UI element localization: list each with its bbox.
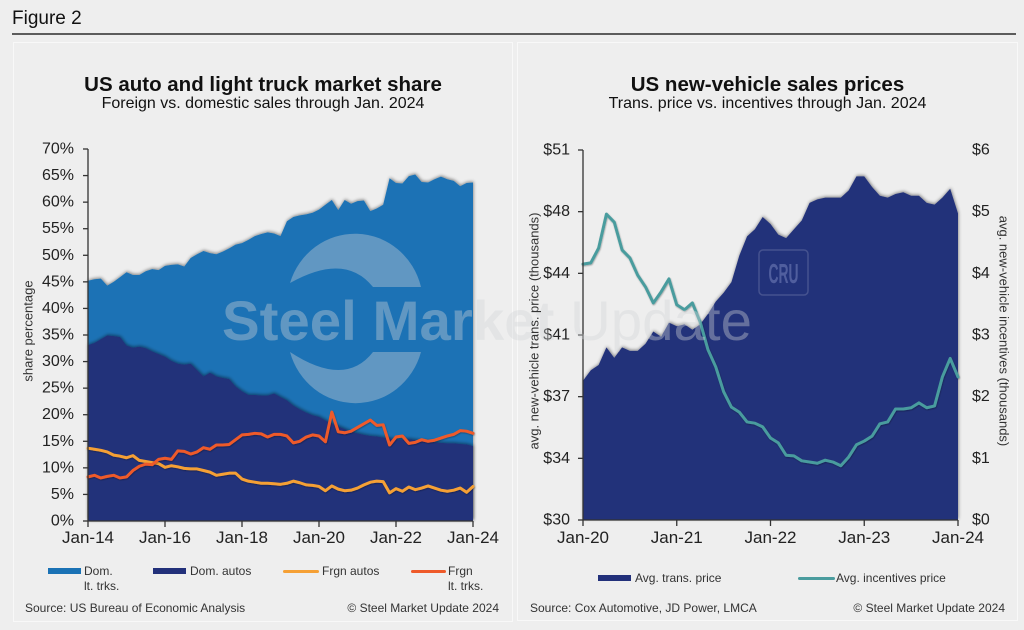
series-line-frgn-autos: [86, 446, 475, 495]
legend-label-avg-trans-price: Avg. trans. price: [635, 571, 722, 585]
y-tick-label: 0%: [51, 513, 74, 530]
series-area-dom-autos: [88, 335, 473, 521]
y-tick-label: 20%: [42, 406, 74, 423]
y-tick-label: 40%: [42, 300, 74, 317]
y-left-tick-label: $51: [543, 142, 570, 159]
x-tick-label: Jan-23: [838, 528, 890, 547]
legend-label-frgn-autos: Frgn autos: [322, 564, 380, 578]
x-tick-label: Jan-22: [370, 528, 422, 547]
y-tick-label: 10%: [42, 459, 74, 476]
legend-swatch-frgn-lt-trks: [411, 570, 446, 573]
legend-label-dom-autos: Dom. autos: [190, 564, 252, 578]
y-left-tick-label: $48: [543, 203, 570, 220]
legend-swatch-frgn-autos: [283, 570, 319, 573]
y-right-tick-label: $0: [972, 512, 990, 529]
legend-swatch-avg-trans-price: [598, 575, 631, 581]
legend-label-avg-incentives-price: Avg. incentives price: [836, 571, 946, 585]
x-tick-label: Jan-18: [216, 528, 268, 547]
market-share-copyright: © Steel Market Update 2024: [347, 601, 499, 615]
y-right-tick-label: $1: [972, 450, 990, 467]
y-right-tick-label: $5: [972, 203, 990, 220]
y-right-tick-label: $3: [972, 327, 990, 344]
trans-price-axis-title: avg. new-vehicle trans. price (thousands…: [526, 212, 542, 450]
market-share-subtitle: Foreign vs. domestic sales through Jan. …: [101, 95, 425, 112]
y-right-tick-label: $4: [972, 265, 990, 282]
y-tick-label: 60%: [42, 194, 74, 211]
y-right-tick-label: $2: [972, 388, 990, 405]
x-tick-label: Jan-16: [139, 528, 191, 547]
x-tick-label: Jan-24: [447, 528, 499, 547]
x-tick-label: Jan-22: [745, 528, 797, 547]
y-tick-label: 35%: [42, 327, 74, 344]
market-share-source: Source: US Bureau of Economic Analysis: [25, 601, 246, 615]
y-tick-label: 25%: [42, 380, 74, 397]
market-share-title: US auto and light truck market share: [84, 73, 442, 96]
vehicle-prices-subtitle: Trans. price vs. incentives through Jan.…: [608, 95, 927, 112]
y-tick-label: 45%: [42, 273, 74, 290]
y-left-tick-label: $34: [543, 450, 570, 467]
y-left-tick-label: $30: [543, 512, 570, 529]
series-line-frgn-lt-trks: [86, 410, 475, 480]
vehicle-prices-panel: [517, 42, 1018, 621]
series-area-avg-trans-price: [583, 176, 958, 520]
header-divider: [12, 33, 1016, 35]
vehicle-prices-source: Source: Cox Automotive, JD Power, LMCA: [530, 601, 757, 615]
y-right-tick-label: $6: [972, 142, 990, 159]
series-line-avg-incentives-price: [581, 212, 960, 468]
y-tick-label: 50%: [42, 247, 74, 264]
market-share-panel: [13, 42, 513, 622]
y-tick-label: 5%: [51, 486, 74, 503]
vehicle-prices-copyright: © Steel Market Update 2024: [853, 601, 1005, 615]
legend-label-frgn-lt-trks: Frgn lt. trks.: [448, 564, 484, 593]
y-left-tick-label: $37: [543, 388, 570, 405]
legend-swatch-dom-autos: [153, 568, 186, 574]
market-share-y-axis-title: share percentage: [20, 280, 36, 382]
legend-swatch-dom-lt-trks: [48, 568, 81, 574]
x-tick-label: Jan-20: [557, 528, 609, 547]
legend-swatch-avg-incentives-price: [798, 577, 835, 580]
incentives-axis-title: avg. new-vehicle incentives (thousands): [996, 215, 1012, 447]
y-left-tick-label: $41: [543, 327, 570, 344]
x-tick-label: Jan-14: [62, 528, 114, 547]
y-tick-label: 15%: [42, 433, 74, 450]
vehicle-prices-chart: $30 $34 $37 $41 $44 $48 $51 $0 $1 $2 $3 $4 $5 $6 Jan-2…: [543, 142, 990, 548]
market-share-chart: 0% 5% 10% 15% 20% 25% 30% 35% 40% 45% 50% 55% 60% 65%…: [42, 141, 499, 548]
legend-label-dom-lt-trks: Dom. lt. trks.: [84, 564, 120, 593]
y-tick-label: 65%: [42, 167, 74, 184]
y-left-tick-label: $44: [543, 265, 570, 282]
y-tick-label: 30%: [42, 353, 74, 370]
vehicle-prices-title: US new-vehicle sales prices: [630, 73, 905, 96]
x-tick-label: Jan-24: [932, 528, 984, 547]
y-tick-label: 55%: [42, 220, 74, 237]
figure-label: Figure 2: [12, 8, 82, 29]
y-tick-label: 70%: [42, 141, 74, 158]
x-tick-label: Jan-20: [293, 528, 345, 547]
x-tick-label: Jan-21: [651, 528, 703, 547]
